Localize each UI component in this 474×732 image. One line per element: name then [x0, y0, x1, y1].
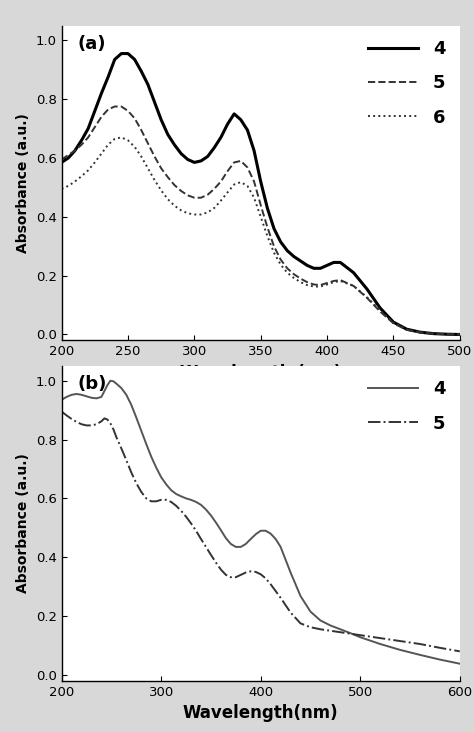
X-axis label: Wavelength (nm): Wavelength (nm)	[180, 364, 341, 382]
4	[59, 158, 64, 167]
4	[105, 381, 110, 389]
5	[59, 155, 64, 164]
Line: 6: 6	[62, 138, 460, 335]
4	[417, 328, 423, 337]
5	[59, 407, 64, 416]
Text: (a): (a)	[78, 35, 106, 53]
6	[271, 248, 277, 257]
5	[457, 647, 463, 656]
Y-axis label: Absorbance (a.u.): Absorbance (a.u.)	[16, 453, 30, 594]
Y-axis label: Absorbance (a.u.): Absorbance (a.u.)	[16, 113, 30, 253]
6	[185, 209, 191, 217]
5	[271, 242, 277, 250]
5	[123, 456, 129, 465]
Legend: 4, 5, 6: 4, 5, 6	[363, 34, 451, 132]
4	[457, 660, 463, 668]
6	[85, 166, 91, 175]
Text: (b): (b)	[78, 376, 107, 393]
5	[233, 573, 238, 582]
5	[457, 330, 463, 339]
4	[128, 400, 134, 409]
5	[105, 415, 110, 424]
6	[457, 330, 463, 339]
Line: 4: 4	[62, 53, 460, 335]
4	[225, 120, 230, 129]
4	[457, 330, 463, 339]
4	[118, 49, 124, 58]
6	[284, 269, 290, 277]
5	[417, 328, 423, 337]
4	[85, 124, 91, 133]
Legend: 4, 5: 4, 5	[363, 375, 451, 438]
5	[185, 191, 191, 200]
4	[59, 395, 64, 404]
4	[238, 542, 244, 551]
X-axis label: Wavelength(nm): Wavelength(nm)	[183, 704, 338, 722]
5	[134, 479, 139, 488]
5	[225, 167, 230, 176]
5	[112, 102, 118, 111]
6	[225, 188, 230, 197]
4	[153, 463, 159, 472]
5	[148, 497, 154, 506]
4	[284, 246, 290, 255]
5	[143, 494, 149, 503]
6	[118, 133, 124, 142]
4	[108, 376, 113, 385]
4	[271, 224, 277, 233]
6	[417, 328, 423, 337]
5	[85, 133, 91, 142]
6	[59, 184, 64, 193]
Line: 5: 5	[62, 411, 460, 651]
Line: 5: 5	[62, 107, 460, 335]
4	[185, 155, 191, 164]
Line: 4: 4	[62, 381, 460, 664]
5	[284, 264, 290, 273]
4	[138, 426, 144, 435]
4	[148, 452, 154, 461]
